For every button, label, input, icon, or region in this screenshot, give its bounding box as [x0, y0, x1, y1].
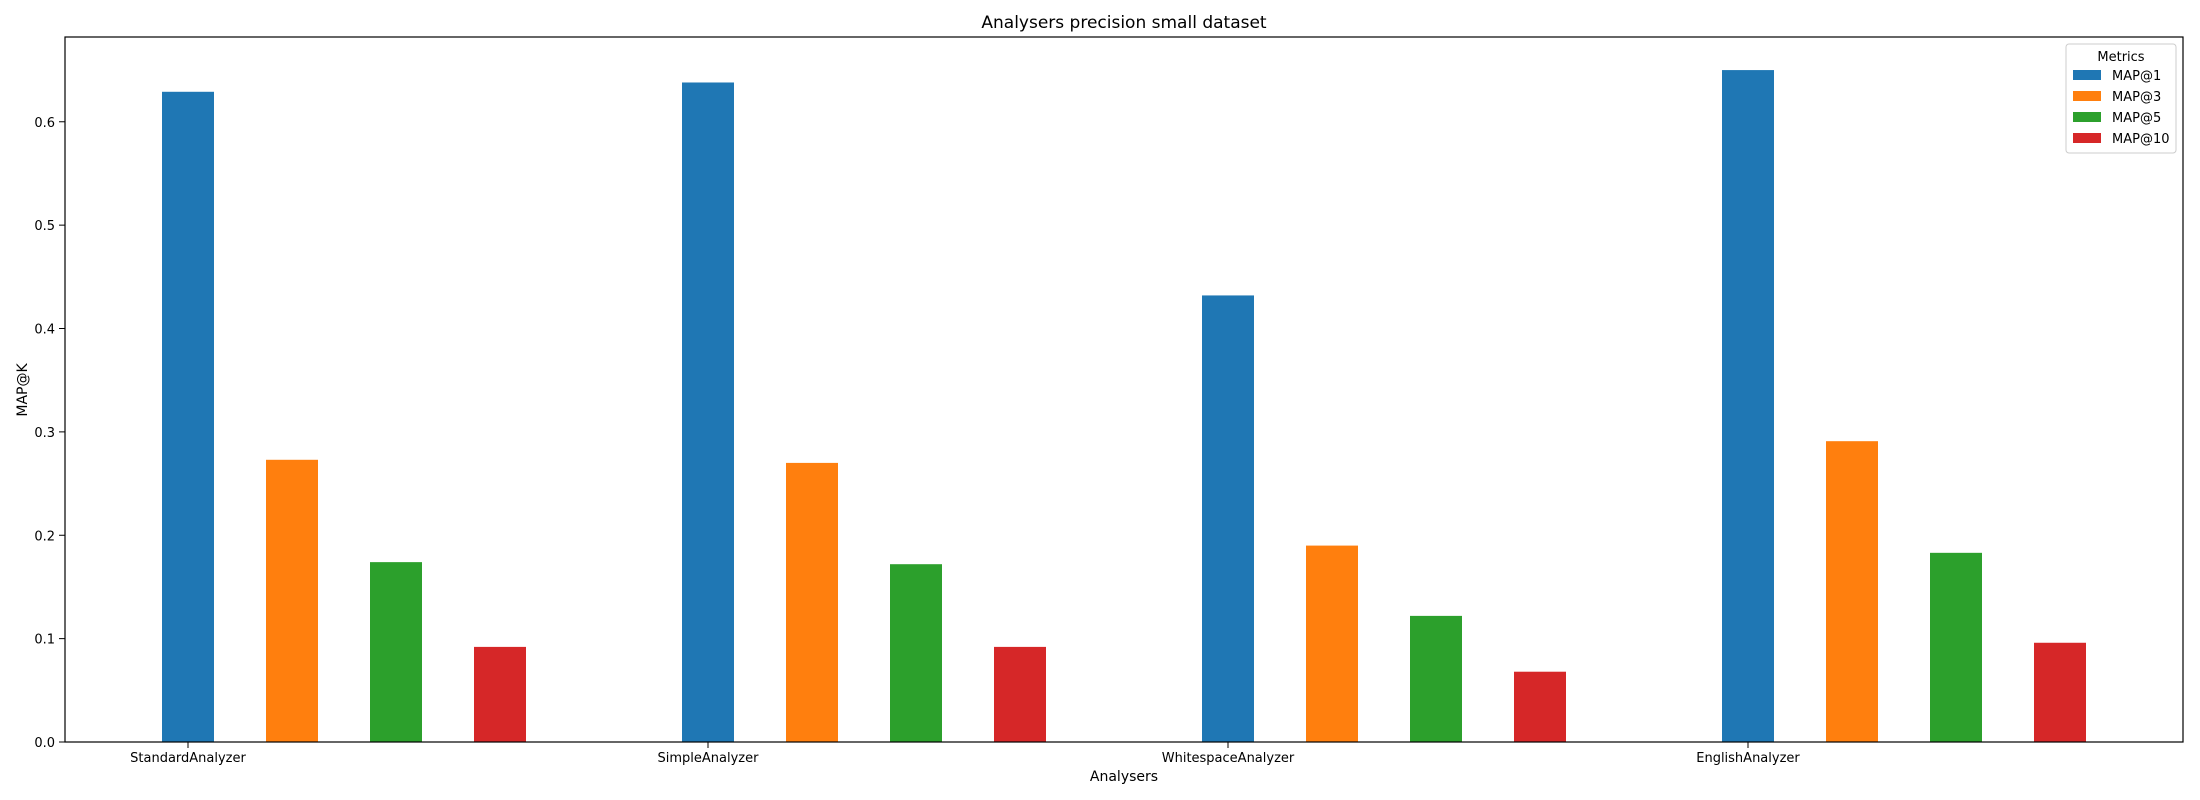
bar-map10-englishanalyzer: [2034, 642, 2086, 742]
legend-label-map3: MAP@3: [2112, 90, 2161, 105]
bar-map5-englishanalyzer: [1930, 552, 1982, 742]
y-tick-label: 0.4: [34, 323, 55, 338]
bar-map5-simpleanalyzer: [890, 564, 942, 742]
y-tick-label: 0.3: [34, 426, 55, 441]
bar-map10-whitespaceanalyzer: [1514, 671, 1566, 742]
y-axis-label: MAP@K: [15, 363, 31, 417]
x-axis: StandardAnalyzer SimpleAnalyzer Whitespace…: [130, 742, 1800, 766]
x-tick-label: WhitespaceAnalyzer: [1162, 751, 1295, 766]
legend-title: Metrics: [2097, 50, 2144, 65]
x-tick-label: StandardAnalyzer: [130, 751, 246, 766]
bar-map10-simpleanalyzer: [994, 646, 1046, 742]
y-tick-label: 0.0: [34, 736, 55, 751]
legend-swatch-map5: [2073, 112, 2101, 122]
legend-label-map5: MAP@5: [2112, 111, 2161, 126]
y-tick-label: 0.1: [34, 633, 55, 648]
bars-group: [162, 70, 2086, 743]
bar-map10-standardanalyzer: [474, 646, 526, 742]
chart-title: Analysers precision small dataset: [981, 13, 1267, 33]
x-tick-label: SimpleAnalyzer: [658, 751, 760, 766]
bar-map5-whitespaceanalyzer: [1410, 615, 1462, 742]
bar-map1-simpleanalyzer: [682, 82, 734, 742]
plot-area: [64, 36, 2184, 743]
bar-map1-standardanalyzer: [162, 91, 214, 742]
bar-map5-standardanalyzer: [370, 562, 422, 742]
bar-map1-whitespaceanalyzer: [1202, 295, 1254, 742]
legend-label-map10: MAP@10: [2112, 132, 2170, 147]
legend-swatch-map3: [2073, 91, 2101, 101]
bar-map3-standardanalyzer: [266, 459, 318, 742]
y-tick-label: 0.6: [34, 116, 55, 131]
legend: Metrics MAP@1 MAP@3 MAP@5 MAP@10: [2065, 43, 2177, 154]
y-tick-label: 0.2: [34, 529, 55, 544]
bar-map3-simpleanalyzer: [786, 462, 838, 742]
y-tick-label: 0.5: [34, 219, 55, 234]
x-tick-label: EnglishAnalyzer: [1696, 751, 1800, 766]
bar-map1-englishanalyzer: [1722, 70, 1774, 743]
x-axis-label: Analysers: [1090, 769, 1158, 785]
bar-map3-whitespaceanalyzer: [1306, 545, 1358, 742]
legend-label-map1: MAP@1: [2112, 69, 2161, 84]
y-axis: 0.0 0.1 0.2 0.3 0.4 0.5 0.6: [34, 116, 65, 751]
bar-map3-englishanalyzer: [1826, 441, 1878, 742]
legend-swatch-map1: [2073, 70, 2101, 80]
legend-swatch-map10: [2073, 133, 2101, 143]
